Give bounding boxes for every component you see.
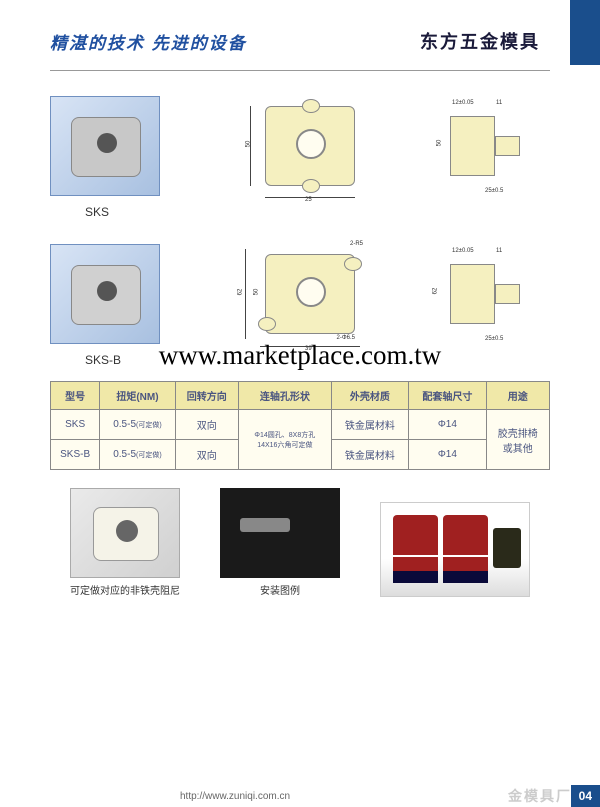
- th-usage: 用途: [486, 382, 549, 410]
- th-torque: 扭矩(NM): [100, 382, 175, 410]
- page-number: 04: [571, 785, 600, 807]
- cell-material: 铁金属材料: [331, 410, 408, 440]
- chairs-photo: [380, 502, 530, 597]
- th-direction: 回转方向: [175, 382, 238, 410]
- bottom-gallery: 可定做对应的非铁壳阻尼 安装图例: [0, 470, 600, 597]
- cell-shaft: Φ14: [409, 410, 486, 440]
- caption-2: 安装图例: [220, 582, 340, 597]
- cell-hole: Φ14圆孔、8X8方孔14X16六角可定做: [238, 410, 331, 470]
- caption-1: 可定做对应的非铁壳阻尼: [70, 582, 180, 597]
- table-header-row: 型号 扭矩(NM) 回转方向 连轴孔形状 外壳材质 配套轴尺寸 用途: [51, 382, 550, 410]
- dim-label: 12±0.05: [452, 248, 474, 254]
- dim-label: 25±0.5: [485, 188, 503, 194]
- cell-torque: 0.5-5(可定做): [100, 440, 175, 470]
- th-shaft: 配套轴尺寸: [409, 382, 486, 410]
- cell-shaft: Φ14: [409, 440, 486, 470]
- top-corner-bar: [570, 0, 600, 65]
- side-diagram-sksb: 12±0.05 11 62 25±0.5: [430, 244, 550, 344]
- product-row-sksb: 2-R5 62 50 39 2-Φ6.5 12±0.05 11 62 25±0.…: [0, 219, 600, 357]
- spec-table: 型号 扭矩(NM) 回转方向 连轴孔形状 外壳材质 配套轴尺寸 用途 SKS 0…: [50, 381, 550, 470]
- product-label-sks: SKS: [0, 205, 600, 219]
- cell-torque: 0.5-5(可定做): [100, 410, 175, 440]
- dim-label: 62: [432, 288, 438, 295]
- dim-label: 11: [496, 100, 502, 106]
- dim-label: 2-Φ6.5: [337, 335, 355, 341]
- gallery-item-3: [380, 502, 530, 597]
- gallery-item-2: 安装图例: [220, 488, 340, 597]
- front-diagram-sks: 50 25: [215, 91, 375, 201]
- cell-direction: 双向: [175, 410, 238, 440]
- product-row-sks: 50 25 12±0.05 11 50 25±0.5: [0, 71, 600, 209]
- page-header: 精湛的技术 先进的设备 东方五金模具: [0, 0, 600, 64]
- cell-usage: 胶壳排椅或其他: [486, 410, 549, 470]
- product-photo-sks: [50, 96, 160, 196]
- header-brand: 东方五金模具: [420, 28, 540, 54]
- dim-label: 50: [436, 140, 442, 147]
- th-model: 型号: [51, 382, 100, 410]
- dim-label: 2-R5: [350, 241, 363, 247]
- cell-material: 铁金属材料: [331, 440, 408, 470]
- dim-label: 25: [305, 197, 312, 203]
- product-photo-sksb: [50, 244, 160, 344]
- footer-bg-text: 金模具厂: [508, 786, 572, 806]
- table-row: SKS 0.5-5(可定做) 双向 Φ14圆孔、8X8方孔14X16六角可定做 …: [51, 410, 550, 440]
- page-footer: http://www.zuniqi.com.cn 金模具厂 04: [0, 785, 600, 807]
- cell-model: SKS-B: [51, 440, 100, 470]
- side-diagram-sks: 12±0.05 11 50 25±0.5: [430, 96, 550, 196]
- dim-label: 39: [305, 346, 312, 352]
- front-diagram-sksb: 2-R5 62 50 39 2-Φ6.5: [215, 239, 375, 349]
- dim-label: 11: [496, 248, 502, 254]
- gallery-item-1: 可定做对应的非铁壳阻尼: [70, 488, 180, 597]
- dim-label: 50: [245, 141, 251, 148]
- th-material: 外壳材质: [331, 382, 408, 410]
- dim-label: 12±0.05: [452, 100, 474, 106]
- product-label-sksb: SKS-B: [0, 353, 600, 367]
- cell-model: SKS: [51, 410, 100, 440]
- dim-label: 25±0.5: [485, 336, 503, 342]
- dim-label: 50: [253, 289, 259, 296]
- cell-direction: 双向: [175, 440, 238, 470]
- install-photo: [220, 488, 340, 578]
- header-slogan: 精湛的技术 先进的设备: [50, 29, 247, 54]
- dim-label: 62: [237, 289, 243, 296]
- footer-url: http://www.zuniqi.com.cn: [180, 791, 290, 802]
- th-hole: 连轴孔形状: [238, 382, 331, 410]
- variant-photo: [70, 488, 180, 578]
